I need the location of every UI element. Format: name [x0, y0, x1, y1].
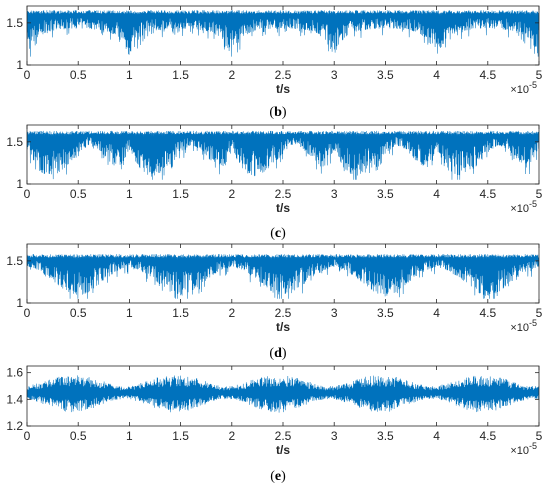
x-tick-label: 1 [126, 68, 133, 82]
x-tick-label: 0 [24, 68, 31, 82]
x-tick-label: 4 [433, 187, 440, 201]
signal-series-line [27, 10, 539, 57]
y-tick-label: 1.2 [6, 419, 23, 433]
panel-caption-close: ) [282, 346, 287, 361]
x-tick-label: 0 [24, 306, 31, 320]
panel-caption: (d) [269, 346, 286, 361]
panel-caption: (c) [270, 226, 286, 241]
x-tick-label: 1.5 [172, 68, 189, 82]
panel-caption-letter: e [275, 469, 281, 484]
panel-caption-open: ( [269, 105, 274, 120]
panel-caption-open: ( [269, 346, 274, 361]
x-tick-label: 0.5 [70, 306, 87, 320]
signal-series-line [27, 254, 539, 299]
x-tick-label: 5 [536, 187, 543, 201]
x-axis-exponent-base: ×10 [510, 203, 529, 215]
chart-panel-d: 0 0.5 1 1.5 2 2.5 3 3.5 4 4.5 5 1 1.5 t/s ×10-5 (d) [6, 243, 543, 361]
x-axis-exponent-base: ×10 [510, 84, 529, 96]
x-tick-label: 4.5 [479, 306, 496, 320]
x-tick-label: 4.5 [479, 187, 496, 201]
x-tick-label: 1.5 [172, 187, 189, 201]
x-tick-label: 4.5 [479, 68, 496, 82]
x-tick-label: 5 [536, 429, 543, 443]
x-tick-label: 0 [24, 187, 31, 201]
panel-caption-close: ) [281, 469, 286, 484]
x-tick-label: 0.5 [70, 429, 87, 443]
y-tick-label: 1.5 [6, 254, 23, 268]
panel-caption: (b) [269, 105, 286, 120]
x-tick-label: 1.5 [172, 306, 189, 320]
x-axis-exponent: ×10-5 [510, 318, 537, 334]
x-tick-label: 3.5 [377, 306, 394, 320]
panel-caption-letter: d [274, 346, 282, 361]
panel-caption-open: ( [270, 226, 275, 241]
x-axis-exponent: ×10-5 [510, 199, 537, 215]
x-tick-label: 0 [24, 429, 31, 443]
x-tick-label: 2 [228, 306, 235, 320]
x-tick-label: 2.5 [275, 306, 292, 320]
y-tick-label: 1.5 [6, 135, 23, 149]
panel-caption-letter: b [274, 105, 282, 120]
x-tick-label: 1.5 [172, 429, 189, 443]
chart-panel-c: 0 0.5 1 1.5 2 2.5 3 3.5 4 4.5 5 1 1.5 t/s ×10-5 (c) [6, 124, 543, 241]
x-axis-label: t/s [276, 82, 290, 96]
x-tick-label: 2.5 [275, 429, 292, 443]
chart-panel-e: 0 0.5 1 1.5 2 2.5 3 3.5 4 4.5 5 1.2 1.4 1.6 t/s ×10-5 (e… [6, 365, 543, 484]
x-tick-label: 2.5 [275, 68, 292, 82]
x-tick-label: 4 [433, 429, 440, 443]
x-axis-exponent-power: -5 [529, 441, 537, 451]
x-axis-label: t/s [276, 201, 290, 215]
y-tick-label: 1 [16, 296, 23, 310]
x-tick-label: 1 [126, 187, 133, 201]
panel-caption-close: ) [281, 226, 286, 241]
x-tick-label: 4.5 [479, 429, 496, 443]
x-tick-label: 0.5 [70, 68, 87, 82]
chart-panel-b: 0 0.5 1 1.5 2 2.5 3 3.5 4 4.5 5 1 1.5 t/s ×10-5 (b) [6, 5, 543, 120]
panel-caption-open: ( [270, 469, 275, 484]
x-tick-label: 5 [536, 68, 543, 82]
x-axis-exponent-power: -5 [529, 318, 537, 328]
x-axis-label: t/s [276, 443, 290, 457]
x-tick-label: 2 [228, 429, 235, 443]
x-axis-exponent-base: ×10 [510, 445, 529, 457]
x-tick-label: 1 [126, 429, 133, 443]
x-tick-label: 3 [331, 429, 338, 443]
x-axis-label: t/s [276, 320, 290, 334]
x-tick-label: 3.5 [377, 187, 394, 201]
x-tick-label: 2.5 [275, 187, 292, 201]
y-tick-label: 1 [16, 58, 23, 72]
x-tick-label: 4 [433, 306, 440, 320]
panel-caption-letter: c [275, 226, 281, 241]
panel-caption: (e) [270, 469, 286, 484]
x-tick-label: 3 [331, 68, 338, 82]
x-axis-exponent-power: -5 [529, 199, 537, 209]
x-tick-label: 0.5 [70, 187, 87, 201]
x-tick-label: 2 [228, 187, 235, 201]
x-tick-label: 3.5 [377, 68, 394, 82]
panel-caption-close: ) [282, 105, 287, 120]
y-tick-label: 1.4 [6, 392, 23, 406]
y-tick-label: 1.6 [6, 366, 23, 380]
x-tick-label: 5 [536, 306, 543, 320]
x-tick-label: 4 [433, 68, 440, 82]
x-axis-exponent-power: -5 [529, 80, 537, 90]
y-tick-label: 1.5 [6, 16, 23, 30]
x-tick-label: 3.5 [377, 429, 394, 443]
x-axis-exponent: ×10-5 [510, 441, 537, 457]
x-tick-label: 3 [331, 306, 338, 320]
y-tick-label: 1 [16, 177, 23, 191]
signal-series-line [27, 130, 539, 180]
x-axis-exponent-base: ×10 [510, 322, 529, 334]
x-tick-label: 1 [126, 306, 133, 320]
signal-series-line [27, 375, 539, 413]
x-axis-exponent: ×10-5 [510, 80, 537, 96]
x-tick-label: 3 [331, 187, 338, 201]
x-tick-label: 2 [228, 68, 235, 82]
